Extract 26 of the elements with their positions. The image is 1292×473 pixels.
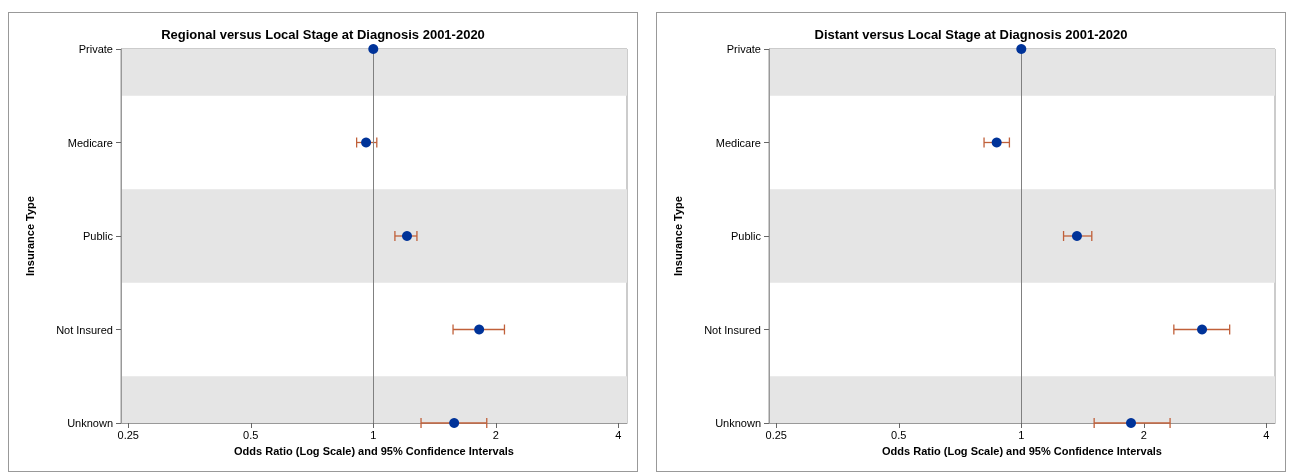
- chart-title: Regional versus Local Stage at Diagnosis 2001-2020: [161, 27, 485, 42]
- y-tick-label: Private: [726, 43, 761, 55]
- y-tick-label: Not Insured: [704, 323, 761, 336]
- x-axis-title: Odds Ratio (Log Scale) and 95% Confidence Intervals: [882, 444, 1162, 457]
- chart-title: Distant versus Local Stage at Diagnosis 2001-2020: [814, 27, 1128, 42]
- y-axis-title: Insurance Type: [671, 196, 684, 276]
- x-tick-label: 2: [492, 428, 499, 441]
- y-tick-label: Medicare: [715, 136, 761, 149]
- x-tick-label: 0.5: [891, 428, 907, 441]
- y-tick-label: Not Insured: [56, 323, 113, 336]
- y-tick-label: Public: [83, 230, 114, 242]
- y-tick-label: Private: [78, 43, 113, 55]
- x-tick-label: 4: [615, 428, 622, 441]
- y-tick-label: Unknown: [715, 417, 761, 429]
- x-tick-label: 0.5: [243, 428, 259, 441]
- x-tick-label: 4: [1263, 428, 1270, 441]
- x-tick-label: 1: [1018, 428, 1025, 441]
- y-axis-title: Insurance Type: [23, 196, 36, 276]
- x-axis-title: Odds Ratio (Log Scale) and 95% Confidence Intervals: [234, 444, 514, 457]
- y-tick-label: Public: [731, 230, 762, 242]
- x-tick-label: 0.25: [765, 428, 787, 441]
- x-tick-label: 0.25: [117, 428, 139, 441]
- x-tick-label: 1: [370, 428, 377, 441]
- y-tick-label: Unknown: [67, 417, 113, 429]
- x-tick-label: 2: [1140, 428, 1147, 441]
- y-tick-label: Medicare: [67, 136, 113, 149]
